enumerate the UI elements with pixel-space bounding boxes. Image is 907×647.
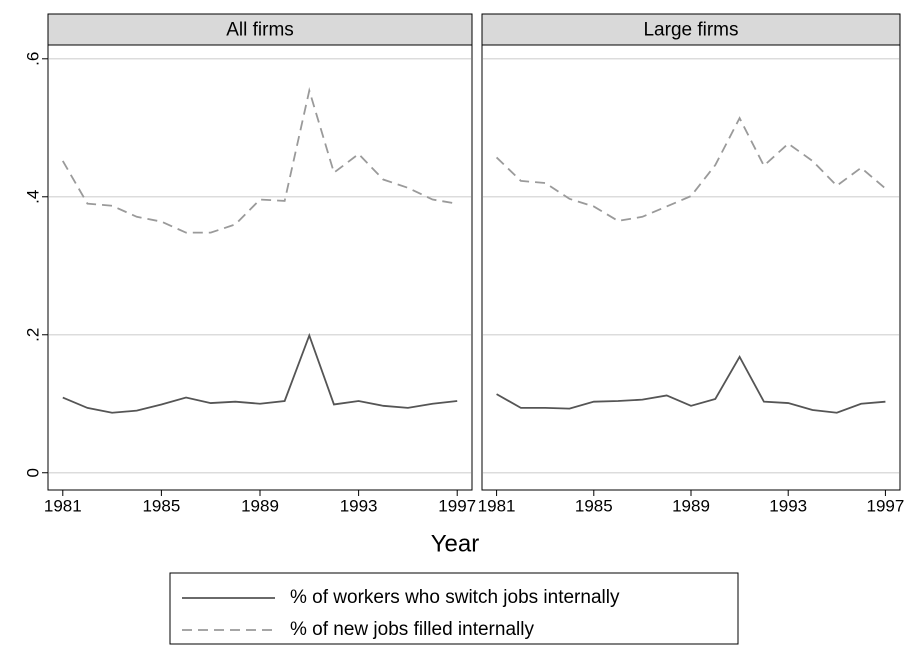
x-tick-label: 1985: [142, 496, 180, 515]
panel-header: [47, 13, 473, 46]
legend-label: % of new jobs filled internally: [290, 619, 534, 640]
plot-area: [481, 44, 901, 491]
panel-title: All firms: [226, 20, 294, 41]
x-tick-label: 1993: [340, 496, 378, 515]
y-tick-label: .2: [23, 328, 42, 342]
panel-title: Large firms: [643, 20, 738, 41]
x-tick-label: 1993: [769, 496, 807, 515]
plot-area: [47, 44, 473, 491]
series-line: [62, 86, 458, 234]
series-line: [496, 354, 886, 414]
x-tick-label: 1997: [438, 496, 476, 515]
series-line: [495, 116, 887, 222]
y-tick-label: .6: [23, 52, 42, 66]
x-tick-label: 1981: [478, 496, 516, 515]
panel-header: [481, 13, 901, 46]
x-tick-label: 1985: [575, 496, 613, 515]
series-line: [62, 332, 458, 414]
legend: [169, 572, 739, 645]
y-tick-label: .4: [23, 190, 42, 204]
x-axis-label: Year: [431, 530, 480, 557]
y-tick-label: 0: [23, 468, 42, 477]
x-tick-label: 1989: [672, 496, 710, 515]
x-tick-label: 1997: [867, 496, 905, 515]
x-tick-label: 1981: [44, 496, 82, 515]
legend-label: % of workers who switch jobs internally: [290, 587, 620, 608]
x-tick-label: 1989: [241, 496, 279, 515]
